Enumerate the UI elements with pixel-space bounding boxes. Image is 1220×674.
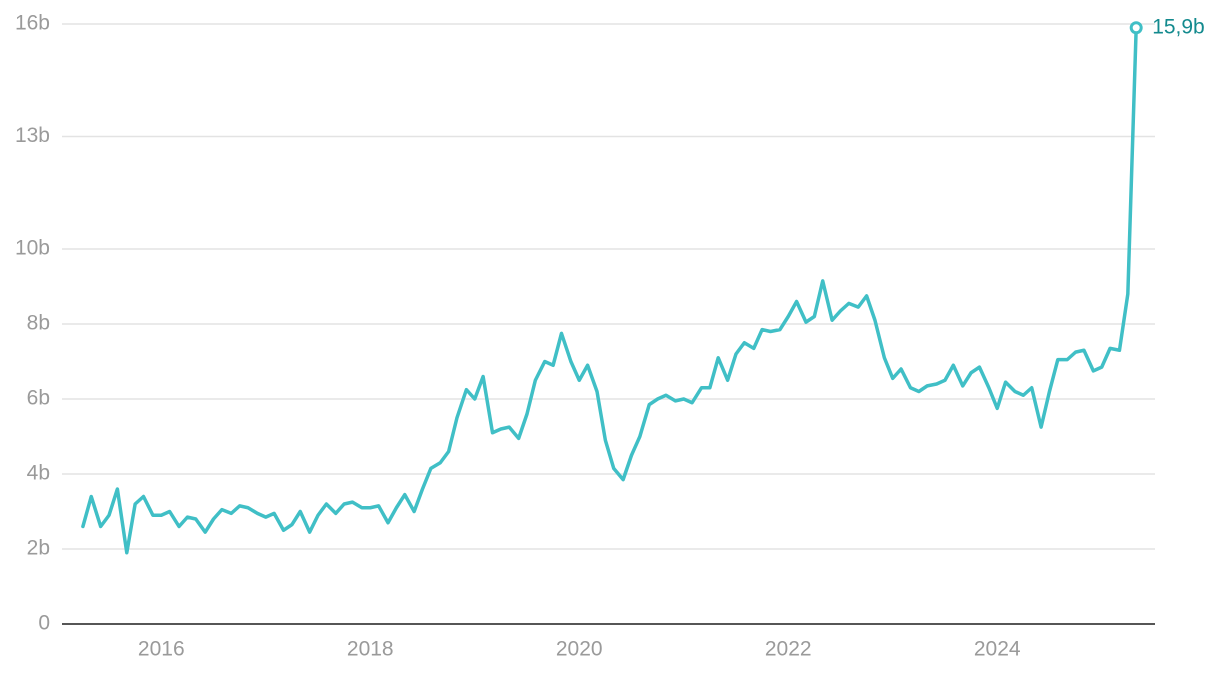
y-tick-label: 8b <box>27 312 50 335</box>
y-tick-label: 6b <box>27 387 50 410</box>
x-tick-label: 2024 <box>974 638 1021 661</box>
line <box>81 26 1138 555</box>
y-tick-label: 2b <box>27 537 50 560</box>
y-tick-label: 16b <box>15 12 50 35</box>
value-label: 15,9b <box>1152 15 1205 38</box>
y-tick-label: 0 <box>38 612 50 635</box>
y-tick-label: 4b <box>27 462 50 485</box>
y-tick-label: 13b <box>15 124 50 147</box>
y-tick-label: 10b <box>15 237 50 260</box>
x-tick-label: 2016 <box>138 638 185 661</box>
x-tick-label: 2022 <box>765 638 812 661</box>
x-tick-label: 2018 <box>347 638 394 661</box>
end-marker <box>1129 21 1143 35</box>
x-tick-label: 2020 <box>556 638 603 661</box>
